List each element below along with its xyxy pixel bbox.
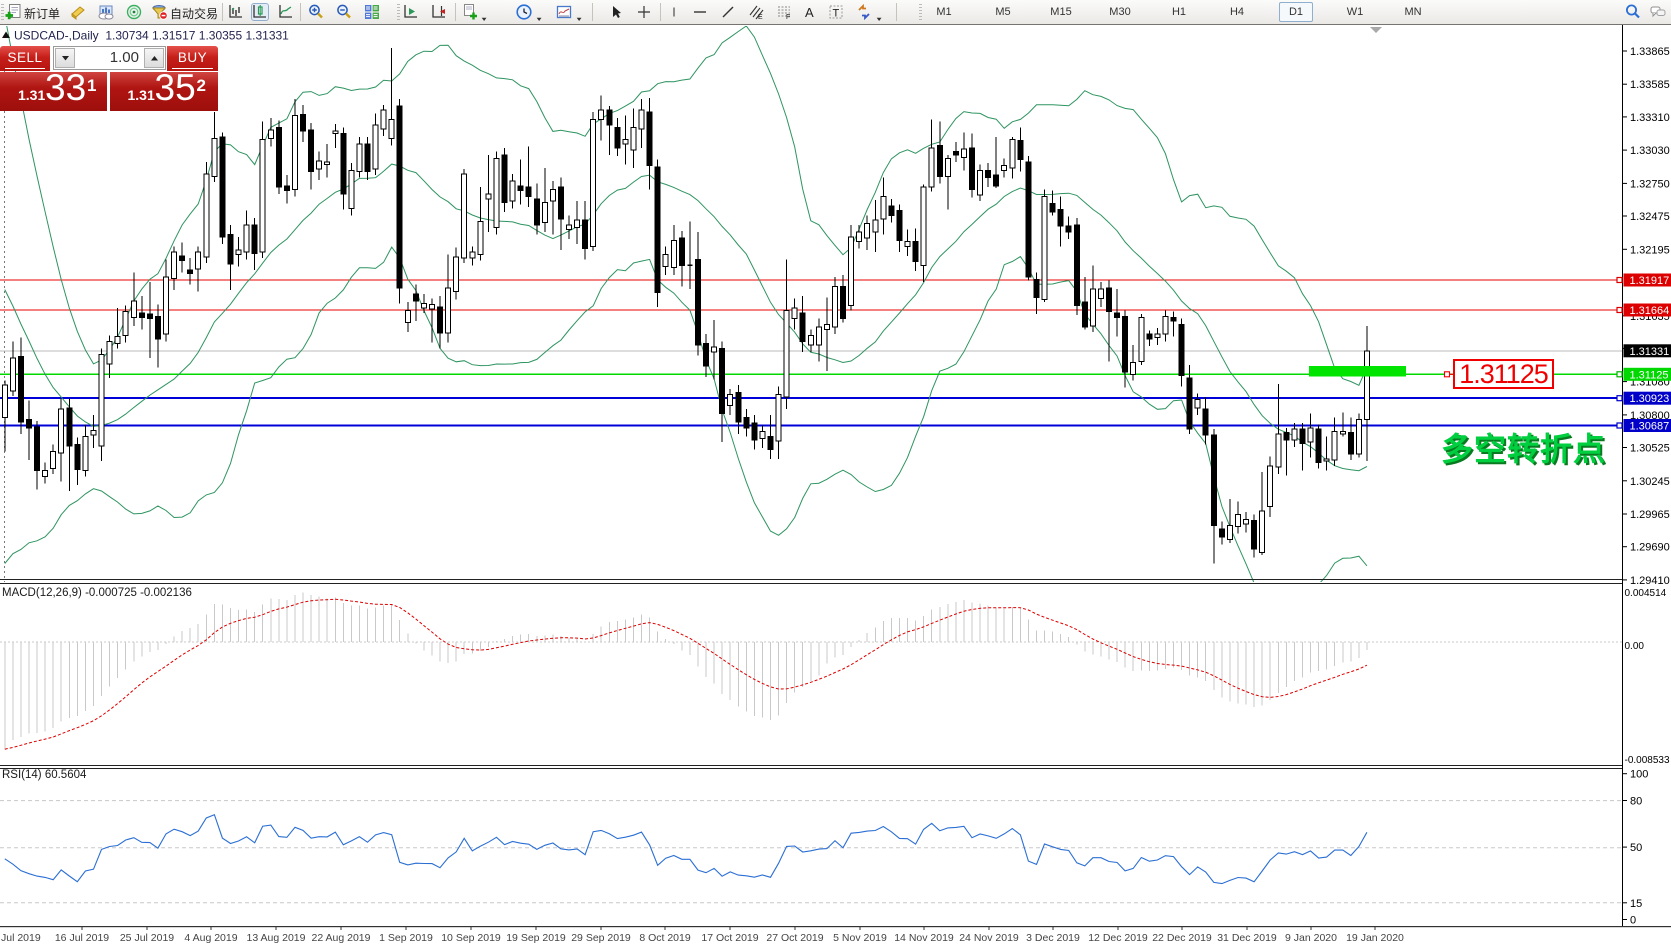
- svg-text:0: 0: [1630, 915, 1636, 927]
- svg-text:Jul 2019: Jul 2019: [1, 932, 41, 944]
- svg-text:1 Sep 2019: 1 Sep 2019: [379, 932, 433, 944]
- svg-text:100: 100: [1630, 769, 1648, 781]
- svg-text:15: 15: [1630, 898, 1642, 910]
- svg-text:1.32475: 1.32475: [1630, 211, 1670, 223]
- svg-text:1.31917: 1.31917: [1630, 275, 1670, 287]
- svg-text:22 Aug 2019: 22 Aug 2019: [312, 932, 371, 944]
- svg-text:1.32195: 1.32195: [1630, 244, 1670, 256]
- svg-text:16 Jul 2019: 16 Jul 2019: [55, 932, 109, 944]
- svg-text:1.30800: 1.30800: [1630, 410, 1670, 422]
- svg-text:MACD(12,26,9) -0.000725 -0.002: MACD(12,26,9) -0.000725 -0.002136: [2, 587, 192, 599]
- svg-text:USDCAD-,Daily 1.30734 1.31517: USDCAD-,Daily 1.30734 1.31517 1.30355 1.…: [14, 29, 289, 43]
- svg-text:19 Sep 2019: 19 Sep 2019: [506, 932, 566, 944]
- svg-text:9 Jan 2020: 9 Jan 2020: [1285, 932, 1337, 944]
- svg-text:1.29965: 1.29965: [1630, 509, 1670, 521]
- svg-text:10 Sep 2019: 10 Sep 2019: [441, 932, 501, 944]
- svg-text:A: A: [805, 5, 814, 20]
- svg-text:12 Dec 2019: 12 Dec 2019: [1088, 932, 1148, 944]
- svg-text:19 Jan 2020: 19 Jan 2020: [1346, 932, 1404, 944]
- svg-text:0.004514: 0.004514: [1625, 588, 1667, 599]
- svg-text:24 Nov 2019: 24 Nov 2019: [959, 932, 1019, 944]
- svg-text:1.29690: 1.29690: [1630, 542, 1670, 554]
- svg-text:17 Oct 2019: 17 Oct 2019: [701, 932, 758, 944]
- svg-text:0.00: 0.00: [1625, 641, 1645, 652]
- svg-text:50: 50: [1630, 842, 1642, 854]
- svg-text:1.33030: 1.33030: [1630, 145, 1670, 157]
- svg-text:RSI(14) 60.5604: RSI(14) 60.5604: [2, 769, 87, 781]
- svg-text:29 Sep 2019: 29 Sep 2019: [571, 932, 631, 944]
- svg-text:27 Oct 2019: 27 Oct 2019: [766, 932, 823, 944]
- svg-text:1.33865: 1.33865: [1630, 46, 1670, 58]
- svg-text:22 Dec 2019: 22 Dec 2019: [1152, 932, 1212, 944]
- svg-text:1.30245: 1.30245: [1630, 476, 1670, 488]
- svg-text:1.29410: 1.29410: [1630, 575, 1670, 587]
- svg-text:1.32750: 1.32750: [1630, 178, 1670, 190]
- svg-text:5 Nov 2019: 5 Nov 2019: [833, 932, 887, 944]
- svg-text:1.31664: 1.31664: [1630, 305, 1670, 317]
- svg-text:1.31125: 1.31125: [1630, 369, 1669, 381]
- svg-text:E: E: [758, 14, 763, 20]
- svg-text:1.30923: 1.30923: [1630, 393, 1670, 405]
- svg-text:31 Dec 2019: 31 Dec 2019: [1217, 932, 1277, 944]
- svg-text:14 Nov 2019: 14 Nov 2019: [894, 932, 954, 944]
- svg-text:1.33310: 1.33310: [1630, 112, 1670, 124]
- svg-text:3 Dec 2019: 3 Dec 2019: [1026, 932, 1080, 944]
- svg-text:80: 80: [1630, 796, 1642, 808]
- svg-text:1.31331: 1.31331: [1630, 346, 1670, 358]
- svg-text:25 Jul 2019: 25 Jul 2019: [120, 932, 174, 944]
- svg-text:1.30525: 1.30525: [1630, 443, 1670, 455]
- svg-text:1.33585: 1.33585: [1630, 79, 1670, 91]
- svg-text:4 Aug 2019: 4 Aug 2019: [184, 932, 237, 944]
- svg-text:1.30687: 1.30687: [1630, 421, 1670, 433]
- svg-text:T: T: [833, 8, 840, 20]
- svg-text:F: F: [786, 14, 790, 20]
- svg-text:-0.008533: -0.008533: [1625, 755, 1670, 766]
- svg-text:13 Aug 2019: 13 Aug 2019: [247, 932, 306, 944]
- svg-text:8 Oct 2019: 8 Oct 2019: [639, 932, 691, 944]
